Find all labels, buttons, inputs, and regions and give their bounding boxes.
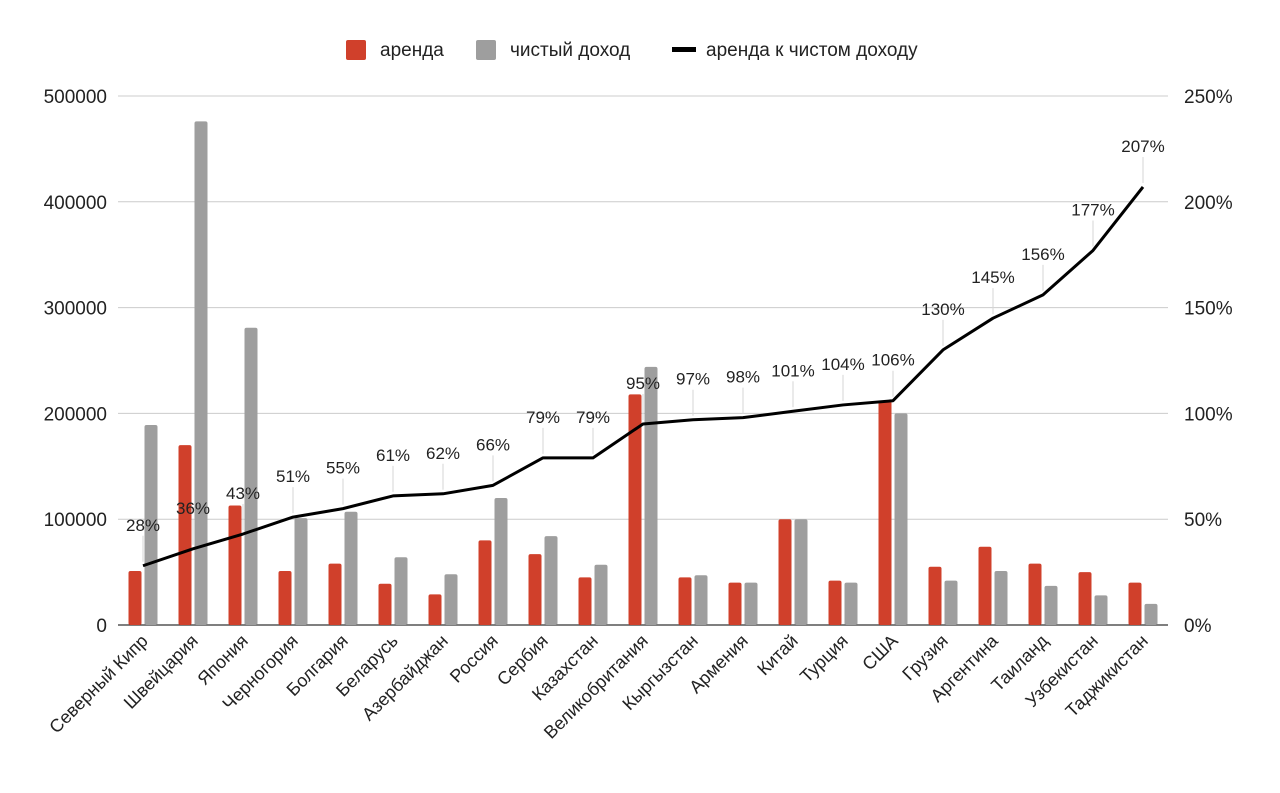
ratio-point-label: 43%: [226, 484, 260, 503]
bar-income: [894, 413, 908, 625]
bar-income: [1044, 585, 1058, 625]
ratio-point-label: 28%: [126, 516, 160, 535]
ratio-point-label: 106%: [871, 351, 914, 370]
bar-rent: [1128, 582, 1142, 625]
bar-income: [444, 574, 458, 625]
bar-income: [994, 571, 1008, 625]
bar-income: [544, 536, 558, 625]
bar-income: [344, 511, 358, 625]
bar-income: [694, 575, 708, 625]
legend-label-ratio: аренда к чистом доходу: [706, 40, 918, 61]
ratio-point-label: 95%: [626, 374, 660, 393]
left-tick-label: 200000: [44, 404, 107, 425]
ratio-point-label: 62%: [426, 444, 460, 463]
bar-rent: [1078, 572, 1092, 625]
ratio-point-label: 55%: [326, 459, 360, 478]
ratio-point-labels: 28% 36% 43% 51% 55% 61% 62% 66% 79% 79% 95% 97% 98% 1…: [126, 137, 1165, 535]
bar-income: [594, 564, 608, 625]
bar-rent: [578, 577, 592, 625]
bar-income: [494, 498, 508, 625]
legend-label-income: чистый доход: [510, 40, 630, 61]
right-tick-label: 250%: [1184, 87, 1233, 108]
ratio-point-label: 51%: [276, 467, 310, 486]
bar-rent: [128, 571, 142, 625]
ratio-point-label: 104%: [821, 355, 864, 374]
bar-rent: [178, 445, 192, 625]
bar-rent: [928, 566, 942, 625]
bar-income: [194, 121, 208, 625]
bar-rent: [628, 394, 642, 625]
bar-income: [1094, 595, 1108, 625]
ratio-point-label: 156%: [1021, 245, 1064, 264]
bar-income: [794, 519, 808, 625]
ratio-point-label: 61%: [376, 446, 410, 465]
right-tick-label: 50%: [1184, 510, 1222, 531]
bar-rent: [528, 554, 542, 625]
bar-income: [644, 366, 658, 625]
left-tick-label: 400000: [44, 193, 107, 214]
category-label: Китай: [753, 631, 802, 680]
right-tick-label: 200%: [1184, 193, 1233, 214]
ratio-point-label: 66%: [476, 435, 510, 454]
bar-rent: [728, 582, 742, 625]
bar-income: [244, 327, 258, 625]
gridlines: [118, 95, 1168, 626]
ratio-point-label: 36%: [176, 499, 210, 518]
legend: аренда чистый доход аренда к чистом доходу: [346, 40, 918, 61]
bar-income: [944, 580, 958, 625]
bar-rent: [228, 505, 242, 625]
left-tick-label: 500000: [44, 87, 107, 108]
right-tick-label: 150%: [1184, 299, 1233, 320]
legend-swatch-rent: [346, 40, 366, 60]
ratio-point-label: 97%: [676, 370, 710, 389]
bar-rent: [878, 400, 892, 625]
bar-rent: [778, 519, 792, 625]
bar-income: [294, 518, 308, 625]
right-tick-label: 0%: [1184, 616, 1212, 637]
bar-income: [844, 582, 858, 625]
ratio-point-label: 98%: [726, 368, 760, 387]
ratio-point-label: 177%: [1071, 200, 1114, 219]
left-tick-label: 100000: [44, 510, 107, 531]
bar-rent: [678, 577, 692, 625]
ratio-point-label: 79%: [526, 408, 560, 427]
ratio-point-label: 79%: [576, 408, 610, 427]
right-tick-label: 100%: [1184, 404, 1233, 425]
category-label: Россия: [446, 631, 502, 687]
category-labels: Северный КипрШвейцарияЯпонияЧерногорияБо…: [45, 630, 1152, 743]
category-label: Турция: [796, 631, 852, 687]
left-tick-label: 300000: [44, 299, 107, 320]
bar-rent: [1028, 563, 1042, 625]
legend-label-rent: аренда: [380, 40, 444, 61]
left-tick-label: 0: [96, 616, 107, 637]
bar-income: [744, 582, 758, 625]
bar-rent: [478, 540, 492, 625]
ratio-point-label: 130%: [921, 300, 964, 319]
bar-income: [1144, 603, 1158, 625]
bar-rent: [278, 571, 292, 625]
category-label: Азербайджан: [358, 631, 452, 725]
bar-rent: [828, 580, 842, 625]
ratio-point-label: 145%: [971, 268, 1014, 287]
bar-rent: [428, 594, 442, 625]
ratio-line: [142, 186, 1145, 568]
bar-income: [144, 425, 158, 625]
bars: [128, 121, 1158, 625]
legend-swatch-income: [476, 40, 496, 60]
left-axis: 0 100000 200000 300000 400000 500000: [44, 87, 107, 637]
ratio-point-label: 101%: [771, 361, 814, 380]
bar-rent: [328, 563, 342, 625]
legend-swatch-ratio: [672, 47, 696, 52]
bar-income: [394, 557, 408, 625]
ratio-line-layer: [142, 156, 1145, 568]
right-axis: 0% 50% 100% 150% 200% 250%: [1184, 87, 1233, 637]
bar-rent: [378, 583, 392, 625]
bar-rent: [978, 546, 992, 625]
ratio-point-label: 207%: [1121, 137, 1164, 156]
category-label: США: [858, 631, 901, 674]
